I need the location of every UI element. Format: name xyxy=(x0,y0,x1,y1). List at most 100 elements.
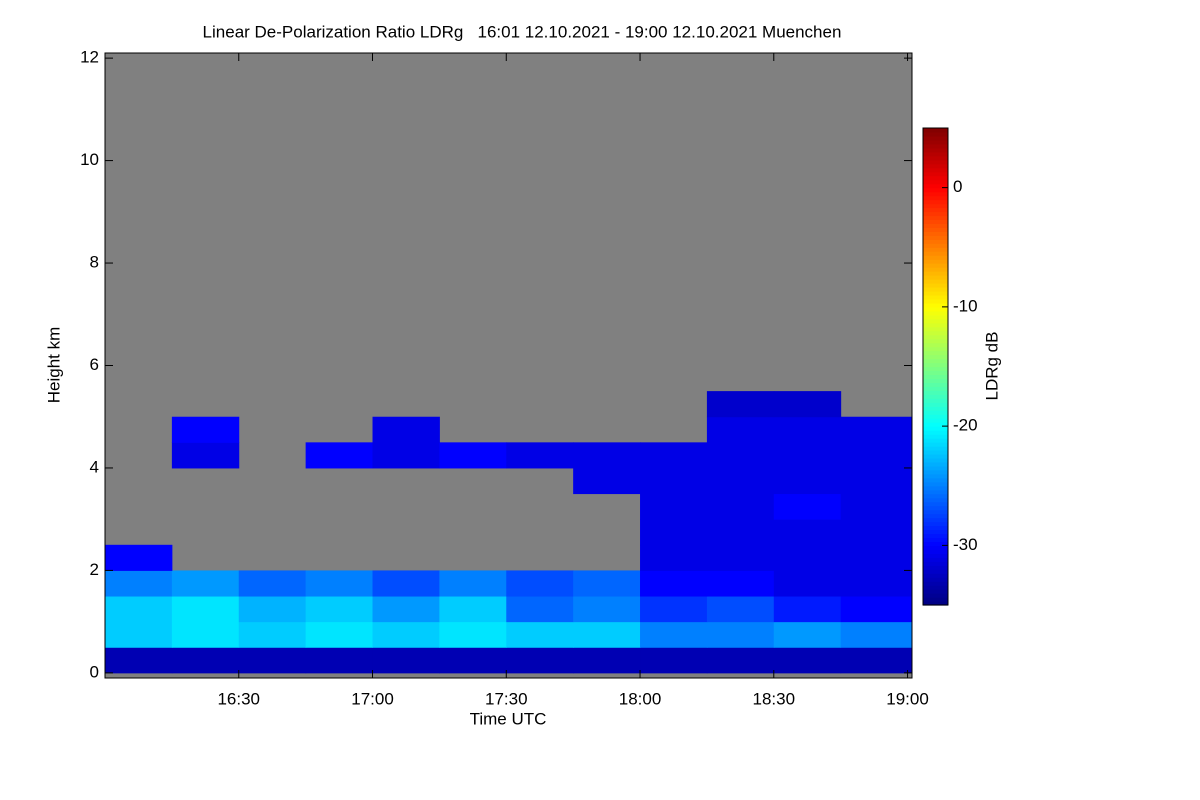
heatmap-cell xyxy=(506,442,574,469)
colorbar-swatch xyxy=(923,235,948,240)
colorbar-swatch xyxy=(923,128,948,133)
colorbar-swatch xyxy=(923,175,948,181)
colorbar-swatch xyxy=(923,585,948,590)
colorbar-swatch xyxy=(923,334,948,340)
heatmap-cell xyxy=(439,570,507,597)
heatmap-cell xyxy=(305,621,374,648)
colorbar-swatch xyxy=(923,545,948,550)
heatmap-cell xyxy=(773,647,842,674)
heatmap-cell xyxy=(773,391,842,418)
colorbar-swatch xyxy=(923,402,948,407)
heatmap-cell xyxy=(773,596,842,623)
heatmap-cell xyxy=(706,442,775,469)
x-tick-label: 18:00 xyxy=(619,689,662,708)
colorbar-swatch xyxy=(923,211,948,217)
colorbar-swatch xyxy=(923,501,948,507)
colorbar-swatch xyxy=(923,167,948,173)
y-tick-label: 8 xyxy=(90,253,99,272)
colorbar-swatch xyxy=(923,493,948,499)
colorbar-swatch xyxy=(923,406,948,411)
heatmap-cell xyxy=(573,647,641,674)
heatmap-cell xyxy=(773,621,842,648)
heatmap-cell xyxy=(706,519,775,546)
colorbar-swatch xyxy=(923,426,948,431)
heatmap-cell xyxy=(706,647,775,674)
heatmap-cell xyxy=(439,621,507,648)
colorbar-swatch xyxy=(923,481,948,487)
colorbar-swatch xyxy=(923,469,948,475)
heatmap-cell xyxy=(171,647,240,674)
colorbar-swatch xyxy=(923,306,948,312)
heatmap-cell xyxy=(706,621,775,648)
colorbar-swatch xyxy=(923,529,948,535)
colorbar-swatch xyxy=(923,362,948,368)
colorbar-swatch xyxy=(923,294,948,300)
heatmap-cell xyxy=(706,544,775,571)
colorbar-swatch xyxy=(923,215,948,221)
heatmap-cell xyxy=(640,544,708,571)
heatmap-cell xyxy=(840,596,913,623)
colorbar-swatch xyxy=(923,374,948,380)
x-tick-label: 19:00 xyxy=(886,689,929,708)
colorbar-swatch xyxy=(923,513,948,519)
heatmap-cell xyxy=(773,544,842,571)
colorbar-swatch xyxy=(923,358,948,364)
colorbar-swatch xyxy=(923,151,948,157)
colorbar-swatch xyxy=(923,350,948,356)
colorbar-swatch xyxy=(923,131,948,137)
x-tick-label: 17:30 xyxy=(485,689,528,708)
colorbar-swatch xyxy=(923,390,948,395)
colorbar-swatch xyxy=(923,398,948,403)
colorbar-swatch xyxy=(923,533,948,539)
heatmap-cell xyxy=(573,621,641,648)
heatmap-cell xyxy=(840,416,913,443)
colorbar-swatch xyxy=(923,593,948,598)
heatmap-cell xyxy=(706,467,775,495)
y-tick-label: 0 xyxy=(90,662,99,681)
heatmap-cell xyxy=(773,493,842,520)
heatmap-cell xyxy=(640,442,708,469)
colorbar-swatch xyxy=(923,314,948,320)
heatmap-cell xyxy=(105,596,173,623)
colorbar-swatch xyxy=(923,187,948,193)
heatmap-cell xyxy=(305,570,374,597)
heatmap-cell xyxy=(840,519,913,546)
colorbar-swatch xyxy=(923,557,948,562)
colorbar-swatch xyxy=(923,573,948,578)
y-tick-label: 2 xyxy=(90,560,99,579)
colorbar-tick-label: -30 xyxy=(953,535,978,554)
colorbar-tick-label: -10 xyxy=(953,296,978,315)
heatmap-cell xyxy=(840,493,913,520)
heatmap-cell xyxy=(840,467,913,495)
heatmap-cell xyxy=(773,519,842,546)
heatmap-cell xyxy=(840,570,913,597)
heatmap-cell xyxy=(706,570,775,597)
heatmap-cell xyxy=(105,621,173,648)
colorbar-swatch xyxy=(923,418,948,423)
colorbar-swatch xyxy=(923,394,948,399)
heatmap-cell xyxy=(573,467,641,495)
heatmap-cell xyxy=(640,467,708,495)
x-axis-label: Time UTC xyxy=(470,709,547,728)
colorbar-swatch xyxy=(923,465,948,471)
colorbar-swatch xyxy=(923,446,948,451)
colorbar-swatch xyxy=(923,549,948,554)
x-tick-label: 17:00 xyxy=(351,689,394,708)
colorbar-swatch xyxy=(923,378,948,383)
colorbar-swatch xyxy=(923,302,948,308)
colorbar-swatch xyxy=(923,231,948,236)
colorbar-swatch xyxy=(923,199,948,205)
colorbar-swatch xyxy=(923,477,948,483)
colorbar-swatch xyxy=(923,330,948,336)
colorbar-swatch xyxy=(923,247,948,252)
colorbar-swatch xyxy=(923,239,948,244)
colorbar-swatch xyxy=(923,267,948,272)
heatmap-cell xyxy=(238,570,307,597)
colorbar-swatch xyxy=(923,354,948,360)
colorbar-swatch xyxy=(923,318,948,324)
heatmap-cell xyxy=(372,647,440,674)
heatmap-cell xyxy=(840,647,913,674)
heatmap-cell xyxy=(640,519,708,546)
heatmap-cell xyxy=(773,570,842,597)
